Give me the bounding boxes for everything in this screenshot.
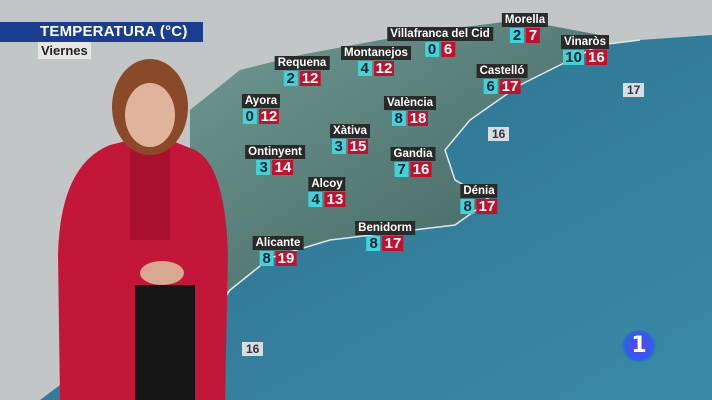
min-temp: 3 [256, 160, 271, 175]
max-temp: 12 [258, 108, 280, 125]
city-alcoy: Alcoy 4 13 [308, 177, 346, 208]
max-temp: 15 [347, 138, 369, 155]
max-temp: 6 [441, 42, 455, 57]
city-gandia: Gandia 7 16 [390, 147, 436, 178]
min-temp: 6 [483, 79, 498, 94]
city-montanejos: Montanejos 4 12 [341, 46, 411, 76]
max-temp: 17 [382, 235, 404, 252]
min-temp: 4 [357, 61, 372, 76]
map-title: TEMPERATURA (°C) [0, 22, 203, 42]
city-valencia: València 8 18 [383, 96, 437, 127]
max-temp: 16 [410, 161, 432, 178]
min-temp: 8 [259, 251, 274, 266]
min-temp: 8 [391, 111, 406, 126]
city-xativa: Xàtiva 3 15 [330, 124, 370, 154]
max-temp: 18 [407, 110, 429, 127]
min-temp: 8 [460, 199, 475, 214]
presenter [58, 59, 228, 400]
city-ontinyent: Ontinyent 3 14 [245, 145, 305, 175]
max-temp: 19 [275, 250, 297, 267]
forecast-day: Viernes [38, 42, 91, 59]
min-temp: 8 [366, 236, 381, 251]
sea-temp: 16 [488, 127, 510, 141]
city-denia: Dénia 8 17 [460, 184, 498, 215]
city-benidorm: Benidorm 8 17 [355, 221, 415, 251]
city-requena: Requena 2 12 [274, 56, 330, 87]
min-temp: 2 [283, 71, 298, 86]
sea-temp: 16 [242, 342, 264, 356]
channel-logo: 1 [620, 330, 658, 362]
max-temp: 14 [272, 159, 294, 176]
max-temp: 13 [324, 191, 346, 208]
min-temp: 7 [394, 162, 409, 177]
sea [40, 35, 712, 400]
min-temp: 3 [331, 139, 346, 154]
max-temp: 12 [299, 70, 321, 87]
min-temp: 10 [563, 49, 584, 66]
min-temp: 2 [509, 28, 524, 43]
city-alicante: Alicante 8 19 [252, 236, 304, 267]
city-vinaros: Vinaròs 10 16 [561, 35, 609, 65]
max-temp: 17 [499, 78, 521, 95]
min-temp: 0 [425, 42, 439, 57]
max-temp: 12 [373, 60, 395, 77]
city-ayora: Ayora 0 12 [241, 94, 281, 125]
min-temp: 4 [308, 192, 323, 207]
max-temp: 16 [585, 49, 607, 66]
city-castello: Castelló 6 17 [476, 64, 528, 95]
max-temp: 7 [525, 28, 540, 43]
max-temp: 17 [476, 198, 498, 215]
sea-temp: 17 [623, 83, 645, 97]
min-temp: 0 [242, 109, 257, 124]
